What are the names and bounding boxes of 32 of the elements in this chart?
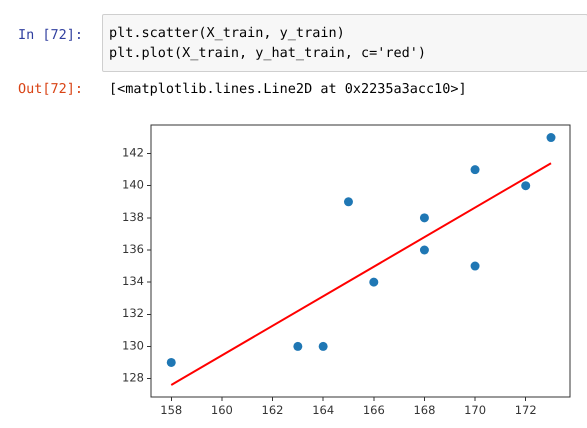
point <box>166 358 176 367</box>
x-tick-label: 158 <box>160 402 182 417</box>
point <box>546 133 556 142</box>
point <box>521 181 530 190</box>
x-tick-label: 162 <box>262 402 284 417</box>
y-tick-label: 132 <box>122 306 144 320</box>
y-tick-label: 130 <box>122 338 144 352</box>
y-tick-label: 142 <box>122 146 144 160</box>
y-tick-label: 138 <box>122 210 144 224</box>
x-tick-label: 172 <box>514 402 537 417</box>
point <box>293 342 302 351</box>
point <box>470 262 480 271</box>
x-tick-label: 166 <box>362 402 385 417</box>
text: In [72]: <box>18 26 84 44</box>
text: plt.plot(X_train, y_hat_train, c='red') <box>109 44 426 62</box>
point <box>344 197 353 206</box>
text: plt.scatter(X_train, y_train) <box>109 24 345 42</box>
x-tick-label: 160 <box>210 402 233 417</box>
point <box>318 342 328 351</box>
y-tick-label: 136 <box>122 242 144 256</box>
x-tick-label: 168 <box>413 402 436 417</box>
x-tick-label: 170 <box>464 402 486 417</box>
point <box>420 213 429 222</box>
y-tick-label: 128 <box>122 370 144 385</box>
y-tick-label: 140 <box>122 178 144 192</box>
text: Out[72]: <box>18 80 84 98</box>
point <box>369 278 378 287</box>
point <box>420 245 429 254</box>
text: [<matplotlib.lines.Line2D at 0x2235a3acc10>] <box>109 80 467 98</box>
point <box>470 165 480 174</box>
x-tick-label: 164 <box>312 402 334 417</box>
y-tick-label: 134 <box>122 274 144 288</box>
